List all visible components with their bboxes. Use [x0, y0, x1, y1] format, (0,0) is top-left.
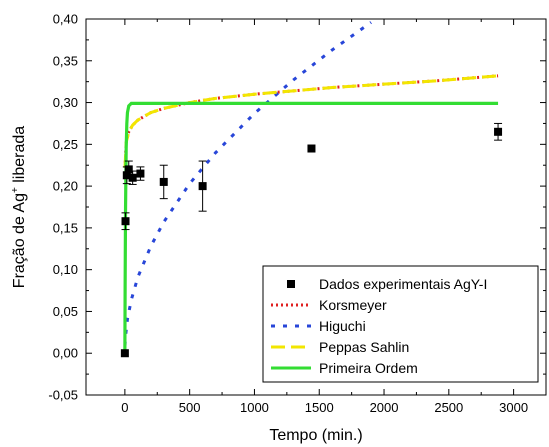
y-tick-label: 0,10 [53, 262, 78, 277]
y-tick-label: 0,35 [53, 53, 78, 68]
legend: Dados experimentais AgY-I Korsmeyer Higuch… [262, 265, 539, 383]
y-tick-label: 0,30 [53, 95, 78, 110]
legend-label: Dados experimentais AgY-I [319, 276, 487, 292]
y-axis-title-tail: liberada [11, 126, 28, 187]
y-tick-label: 0,00 [53, 346, 78, 361]
y-tick-label: -0,05 [48, 388, 78, 403]
data-point [120, 349, 129, 358]
y-axis-title: Fração de Ag+ liberada [10, 126, 28, 288]
axes-frame-group [85, 18, 547, 396]
data-point [121, 217, 130, 226]
y-tick-label: 0,40 [53, 12, 78, 27]
legend-label: Higuchi [319, 318, 366, 334]
x-tick-label: 2000 [370, 400, 399, 415]
series-group [120, 21, 503, 358]
data-point [124, 165, 133, 174]
data-point [128, 173, 137, 182]
y-axis-title-main: Fração de Ag [11, 193, 28, 288]
series-line-peppas-sahlin [123, 74, 499, 168]
series-line-higuchi [123, 21, 372, 346]
y-tick-label: 0,05 [53, 304, 78, 319]
y-tick-label: 0,20 [53, 179, 78, 194]
x-tick-label: 1500 [305, 400, 334, 415]
legend-label: Primeira Ordem [319, 360, 418, 376]
data-point [198, 182, 207, 191]
x-tick-label: 500 [179, 400, 201, 415]
y-axis-title-superscript: + [10, 187, 21, 193]
data-point [122, 171, 131, 180]
legend-label: Peppas Sahlin [319, 339, 409, 355]
x-tick-label: 2500 [434, 400, 463, 415]
data-point [307, 144, 316, 153]
data-point [494, 127, 503, 136]
axis-labels-group: Tempo (min.) Fração de Ag+ liberada 0 500… [10, 12, 528, 445]
data-point [136, 169, 145, 178]
data-point [159, 177, 168, 186]
legend-label: Korsmeyer [319, 297, 387, 313]
x-tick-label: 0 [121, 400, 128, 415]
y-tick-label: 0,15 [53, 220, 78, 235]
legend-marker [287, 280, 295, 288]
legend-box [262, 265, 539, 383]
x-tick-label: 1000 [240, 400, 269, 415]
x-axis-title: Tempo (min.) [269, 427, 362, 444]
y-tick-label: 0,25 [53, 137, 78, 152]
series-line-primeira-ordem [123, 101, 499, 354]
x-tick-label: 3000 [499, 400, 528, 415]
